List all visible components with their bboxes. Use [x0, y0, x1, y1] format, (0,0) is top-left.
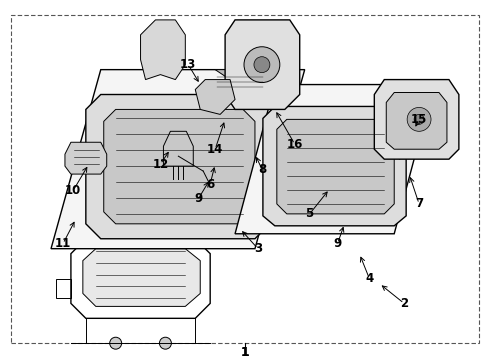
Text: 5: 5 [306, 207, 314, 220]
Text: 4: 4 [365, 272, 373, 285]
Polygon shape [225, 20, 300, 109]
Text: 9: 9 [333, 237, 342, 250]
Text: 7: 7 [415, 197, 423, 211]
Text: 3: 3 [254, 242, 262, 255]
Polygon shape [83, 249, 200, 306]
Polygon shape [86, 95, 270, 239]
Circle shape [407, 107, 431, 131]
Circle shape [110, 337, 122, 349]
Text: 10: 10 [65, 184, 81, 198]
Polygon shape [386, 93, 447, 149]
Text: 2: 2 [400, 297, 408, 310]
Text: 6: 6 [206, 177, 214, 190]
Polygon shape [65, 142, 107, 174]
Circle shape [254, 57, 270, 73]
Text: 11: 11 [55, 237, 71, 250]
Polygon shape [215, 69, 280, 90]
Text: 1: 1 [241, 346, 249, 359]
Text: 8: 8 [258, 163, 266, 176]
Polygon shape [374, 80, 459, 159]
Polygon shape [394, 114, 434, 159]
Text: 1: 1 [241, 346, 249, 359]
Text: 14: 14 [207, 143, 223, 156]
Circle shape [159, 337, 171, 349]
Text: 13: 13 [180, 58, 196, 71]
Circle shape [414, 114, 424, 124]
Polygon shape [263, 107, 406, 226]
Polygon shape [141, 20, 185, 80]
Text: 16: 16 [287, 138, 303, 151]
Polygon shape [164, 131, 193, 166]
Polygon shape [235, 85, 434, 234]
Polygon shape [195, 80, 235, 114]
Circle shape [244, 47, 280, 82]
Text: 12: 12 [152, 158, 169, 171]
Polygon shape [104, 109, 255, 224]
Text: 15: 15 [411, 113, 427, 126]
Text: 9: 9 [194, 193, 202, 206]
Polygon shape [277, 120, 394, 214]
Polygon shape [51, 69, 305, 249]
